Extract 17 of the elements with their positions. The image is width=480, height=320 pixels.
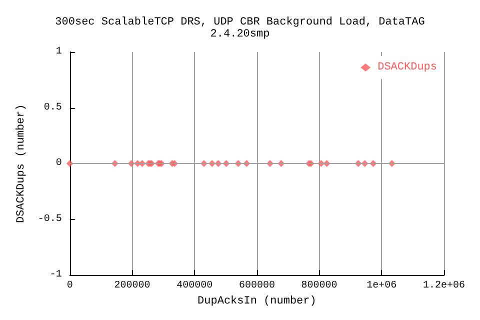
y-tick-label: 0 [56,158,62,170]
chart-subtitle: 2.4.20smp [210,28,270,40]
y-axis-title: DSACKDups (number) [16,104,28,223]
y-tick-label: -0.5 [38,214,62,225]
x-tick-label: 600000 [238,280,275,292]
legend-label: DSACKDups [378,62,438,74]
y-tick-label: 1 [56,46,62,58]
x-tick-label: 1.2e+06 [422,280,466,292]
x-tick-label: 1e+06 [366,280,397,292]
x-tick-label: 400000 [176,280,213,292]
x-tick-label: 0 [66,280,73,292]
x-axis-title: DupAcksIn (number) [198,296,316,308]
y-tick-label: -1 [50,270,62,281]
x-tick-label: 200000 [114,280,150,292]
y-tick-label: 0.5 [44,102,62,114]
chart-title: 300sec ScalableTCP DRS, UDP CBR Background Load, DataTAG [55,16,425,28]
x-tick-label: 800000 [301,280,338,292]
